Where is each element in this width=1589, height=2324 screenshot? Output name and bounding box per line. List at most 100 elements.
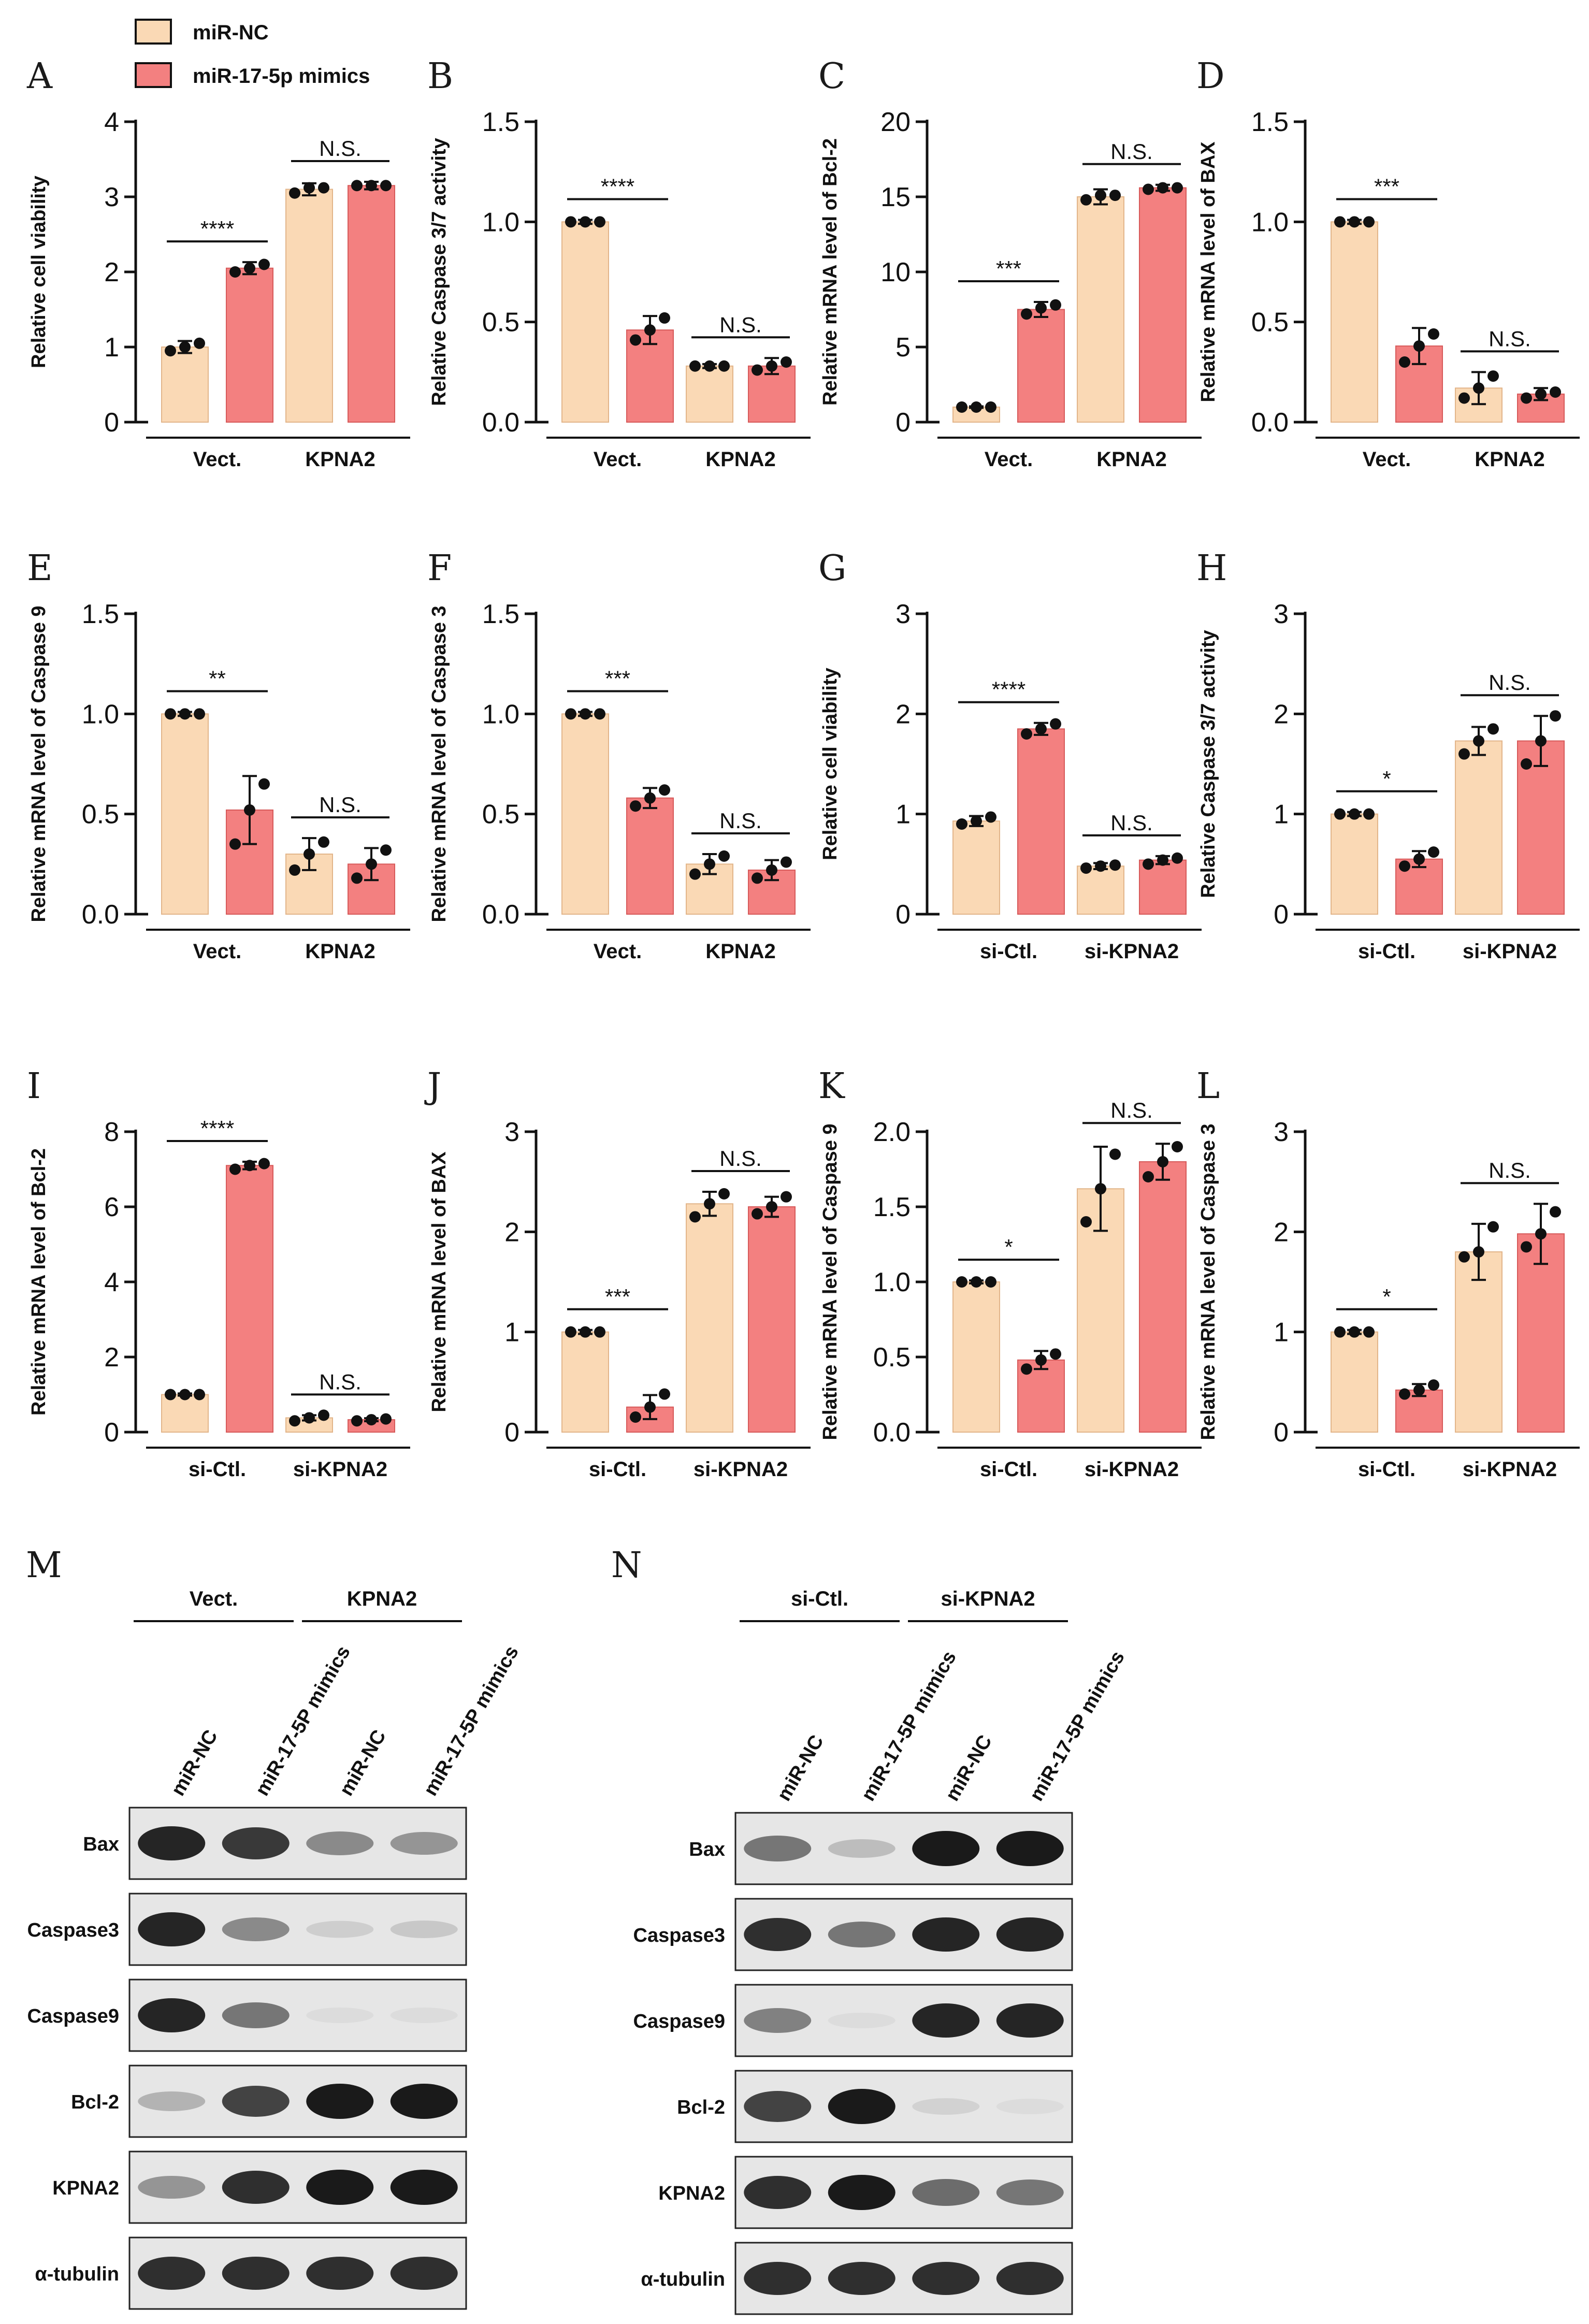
blot-band [138, 1826, 206, 1860]
data-point [565, 1326, 576, 1338]
group-label: KPNA2 [347, 1587, 417, 1610]
data-point [366, 180, 377, 192]
blot-band [996, 1831, 1064, 1866]
data-point [1413, 1384, 1425, 1396]
y-tick-label: 0 [895, 408, 911, 438]
legend-label-mimics: miR-17-5p mimics [193, 65, 370, 88]
blot-band [390, 2084, 458, 2119]
bar [1139, 187, 1187, 423]
data-point [318, 836, 329, 848]
blot-band [138, 1998, 206, 2032]
blot-band [306, 2257, 374, 2290]
blot-band [912, 1917, 980, 1952]
group-label: si-Ctl. [589, 1458, 646, 1481]
data-point [971, 401, 982, 413]
y-tick-label: 1.5 [82, 599, 119, 629]
data-point [718, 1188, 730, 1200]
panel-letter: C [818, 56, 845, 97]
lane-label: miR-NC [167, 1726, 222, 1800]
lane-label: miR-NC [773, 1731, 828, 1805]
panel-letter: K [818, 1066, 845, 1107]
group-label: Vect. [1363, 448, 1411, 471]
blot-row-label: α-tubulin [641, 2269, 725, 2290]
bar [1331, 1331, 1378, 1433]
data-point [1550, 1206, 1561, 1218]
data-point [1363, 1326, 1375, 1338]
lane-label: miR-17-5P mimics [420, 1642, 523, 1800]
data-point [1349, 216, 1360, 228]
bar [161, 347, 209, 423]
data-point [1363, 808, 1375, 820]
group-label: si-Ctl. [980, 1458, 1037, 1481]
data-point [1143, 1171, 1154, 1182]
y-axis-label: Relative mRNA level of Caspase 3 [1197, 1123, 1219, 1440]
y-tick-label: 0 [104, 408, 119, 438]
data-point [752, 364, 763, 376]
group-label: Vect. [190, 1587, 238, 1610]
blot-band [222, 1917, 290, 1941]
blot-band [828, 1839, 895, 1858]
data-point [1399, 860, 1410, 872]
data-point [258, 1158, 270, 1170]
data-point [1143, 858, 1154, 870]
y-tick-label: 5 [895, 333, 911, 363]
bar [626, 797, 674, 915]
significance-label: *** [996, 256, 1021, 281]
y-tick-label: 1 [1274, 1318, 1289, 1348]
blot-band [306, 1921, 374, 1938]
group-label: si-Ctl. [1358, 1458, 1415, 1481]
data-point [1172, 1141, 1183, 1152]
chart-b: B Relative Caspase 3/7 activity 0.0 0.5 1.0 1… [427, 56, 811, 471]
data-point [1487, 723, 1499, 735]
data-point [985, 401, 996, 413]
bar [226, 1165, 273, 1433]
y-axis-label: Relative mRNA level of Caspase 9 [819, 1123, 841, 1440]
panel-letter: H [1196, 548, 1227, 589]
group-label: Vect. [985, 448, 1033, 471]
y-axis-label: Relative cell viability [819, 668, 841, 860]
group-label: KPNA2 [1096, 448, 1167, 471]
blot-row-label: Caspase9 [27, 2005, 119, 2027]
bar [1077, 196, 1124, 423]
panel-letter: F [427, 548, 452, 589]
data-point [1535, 388, 1547, 400]
data-point [1143, 183, 1154, 195]
data-point [1428, 328, 1439, 340]
y-tick-label: 2 [895, 699, 911, 729]
group-label: KPNA2 [705, 448, 776, 471]
y-axis-label: Relative mRNA level of Caspase 9 [28, 605, 50, 922]
blot-band [828, 2089, 895, 2124]
y-tick-label: 0.0 [482, 900, 519, 930]
data-point [1413, 340, 1425, 352]
data-point [318, 1409, 329, 1421]
data-point [1050, 1348, 1061, 1360]
significance-label: N.S. [719, 312, 762, 337]
blot-band [306, 2008, 374, 2023]
blot-row-label: Caspase3 [27, 1919, 119, 1941]
data-point [1109, 1148, 1121, 1160]
blot-band [828, 2175, 895, 2210]
significance-label: N.S. [1110, 811, 1153, 835]
significance-label: N.S. [1489, 670, 1531, 695]
data-point [304, 848, 315, 860]
significance-label: N.S. [319, 792, 362, 817]
y-tick-label: 1.5 [873, 1192, 911, 1222]
data-point [194, 708, 205, 720]
data-point [179, 1389, 191, 1401]
bar [348, 185, 395, 423]
blot-row-label: Bax [83, 1834, 119, 1855]
bar-charts: A Relative cell viability 0 1 2 3 4 Vect. KPNA2 *… [26, 56, 1580, 1481]
blot-band [744, 2262, 812, 2295]
significance-label: **** [601, 174, 634, 198]
y-axis-label: Relative mRNA level of Bcl-2 [819, 138, 841, 406]
significance-label: *** [605, 1284, 630, 1309]
panel-letter: N [611, 1545, 642, 1586]
panel-letter: B [427, 56, 453, 97]
data-point [366, 858, 377, 870]
data-point [644, 1401, 656, 1413]
y-tick-label: 0.5 [482, 308, 519, 338]
data-point [1172, 852, 1183, 864]
blot-band [996, 2262, 1064, 2295]
y-tick-label: 0.5 [482, 800, 519, 830]
